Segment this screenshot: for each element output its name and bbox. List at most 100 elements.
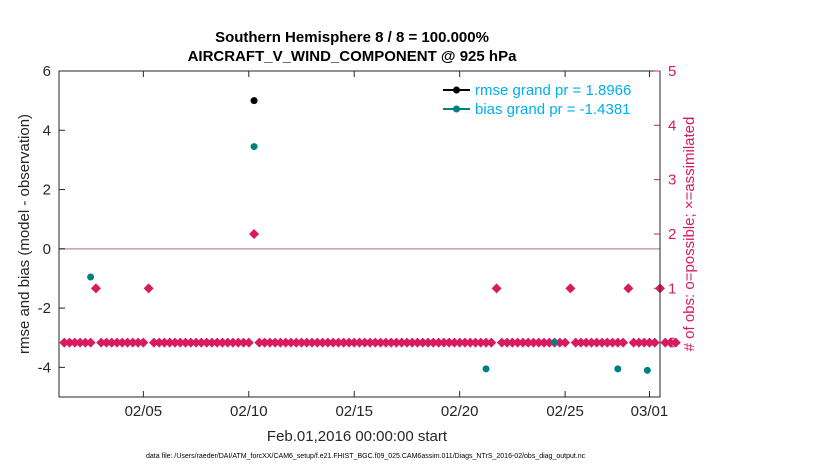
bias-point: [643, 366, 651, 374]
obs-count-marker: [90, 283, 101, 294]
chart-title-line2: AIRCRAFT_V_WIND_COMPONENT @ 925 hPa: [188, 48, 518, 65]
obs-count-marker: [154, 337, 165, 348]
obs-count-marker: [581, 337, 592, 348]
obs-count-marker: [454, 337, 465, 348]
legend-rmse-marker: [453, 86, 460, 94]
obs-count-marker: [59, 337, 70, 348]
obs-count-marker: [396, 337, 407, 348]
obs-count-marker: [191, 337, 202, 348]
y-axis-label-left: rmse and bias (model - observation): [16, 114, 33, 354]
obs-count-marker: [180, 337, 191, 348]
obs-count-marker: [407, 337, 418, 348]
obs-count-marker: [417, 337, 428, 348]
obs-count-marker: [665, 337, 676, 348]
obs-count-marker: [222, 337, 233, 348]
obs-count-marker: [249, 229, 260, 239]
x-tick-label: 03/01: [631, 403, 669, 420]
x-tick-label: 02/15: [335, 403, 373, 420]
obs-count-marker: [359, 337, 370, 348]
obs-count-marker: [496, 337, 507, 348]
obs-count-marker: [127, 337, 138, 348]
y-right-tick-label: 2: [668, 226, 676, 243]
obs-count-marker: [502, 337, 513, 348]
obs-count-marker: [201, 337, 212, 348]
bias-point: [87, 273, 95, 281]
obs-count-marker: [217, 337, 228, 348]
obs-count-marker: [375, 337, 386, 348]
y-left-tick-label: 0: [43, 241, 51, 258]
obs-count-marker: [660, 337, 671, 348]
obs-count-marker: [101, 337, 112, 348]
bias-point: [482, 365, 490, 373]
obs-count-marker: [444, 337, 455, 348]
obs-count-marker: [623, 283, 634, 294]
obs-count-marker: [628, 337, 639, 348]
obs-count-marker: [322, 337, 333, 348]
obs-count-marker: [254, 337, 265, 348]
bias-point: [250, 143, 258, 151]
obs-count-marker: [143, 283, 154, 294]
obs-count-marker: [264, 337, 275, 348]
bias-point: [551, 338, 559, 346]
obs-count-marker: [370, 337, 381, 348]
obs-count-marker: [507, 337, 518, 348]
obs-count-marker: [428, 337, 439, 348]
footer-data-file: data file: /Users/raeder/DAI/ATM_forcXX/…: [146, 453, 586, 460]
obs-count-marker: [512, 337, 523, 348]
obs-count-marker: [307, 337, 318, 348]
x-tick-label: 02/25: [546, 403, 584, 420]
obs-count-marker: [412, 337, 423, 348]
obs-count-marker: [523, 337, 534, 348]
obs-count-marker: [607, 337, 618, 348]
obs-count-marker: [560, 337, 571, 348]
y-right-tick-label: 5: [668, 63, 676, 80]
obs-count-marker: [517, 337, 528, 348]
y-right-tick-label: 0: [668, 335, 676, 352]
obs-count-marker: [64, 337, 75, 348]
obs-count-marker: [106, 337, 117, 348]
obs-count-marker: [169, 337, 180, 348]
y-right-tick-label: 1: [668, 280, 676, 297]
obs-count-marker: [533, 337, 544, 348]
obs-count-marker: [296, 337, 307, 348]
y-left-tick-label: 4: [43, 122, 51, 139]
obs-count-marker: [618, 337, 629, 348]
legend: rmse grand pr = 1.8966 bias grand pr = -…: [443, 82, 631, 118]
obs-count-marker: [148, 337, 159, 348]
obs-count-marker: [386, 337, 397, 348]
obs-count-marker: [633, 337, 644, 348]
y-axis-label-right: # of obs: o=possible; ×=assimilated: [681, 117, 698, 352]
obs-count-marker: [602, 337, 613, 348]
obs-count-marker: [343, 337, 354, 348]
obs-count-marker: [338, 337, 349, 348]
obs-count-marker: [301, 337, 312, 348]
obs-count-marker: [465, 337, 476, 348]
obs-count-marker: [227, 337, 238, 348]
obs-count-marker: [423, 337, 434, 348]
obs-count-marker: [670, 337, 681, 348]
obs-count-marker: [285, 337, 296, 348]
obs-count-marker: [612, 337, 623, 348]
x-tick-label: 02/05: [125, 403, 163, 420]
x-axis-label: Feb.01,2016 00:00:00 start: [267, 428, 448, 445]
x-tick-label: 02/10: [230, 403, 268, 420]
obs-count-marker: [597, 337, 608, 348]
obs-count-marker: [539, 337, 550, 348]
obs-count-marker: [349, 337, 360, 348]
obs-count-marker: [644, 337, 655, 348]
obs-count-marker: [470, 337, 481, 348]
chart-title-line1: Southern Hemisphere 8 / 8 = 100.000%: [215, 29, 489, 46]
obs-count-marker: [570, 337, 581, 348]
obs-count-marker: [459, 337, 470, 348]
obs-count-marker: [175, 337, 186, 348]
y-right-tick-label: 4: [668, 117, 676, 134]
obs-count-marker: [259, 337, 270, 348]
obs-count-marker: [365, 337, 376, 348]
obs-count-marker: [111, 337, 122, 348]
y-left-tick-label: 2: [43, 182, 51, 199]
obs-count-marker: [212, 337, 223, 348]
obs-count-marker: [122, 337, 133, 348]
obs-count-marker: [117, 337, 128, 348]
plot-area: [59, 71, 660, 397]
